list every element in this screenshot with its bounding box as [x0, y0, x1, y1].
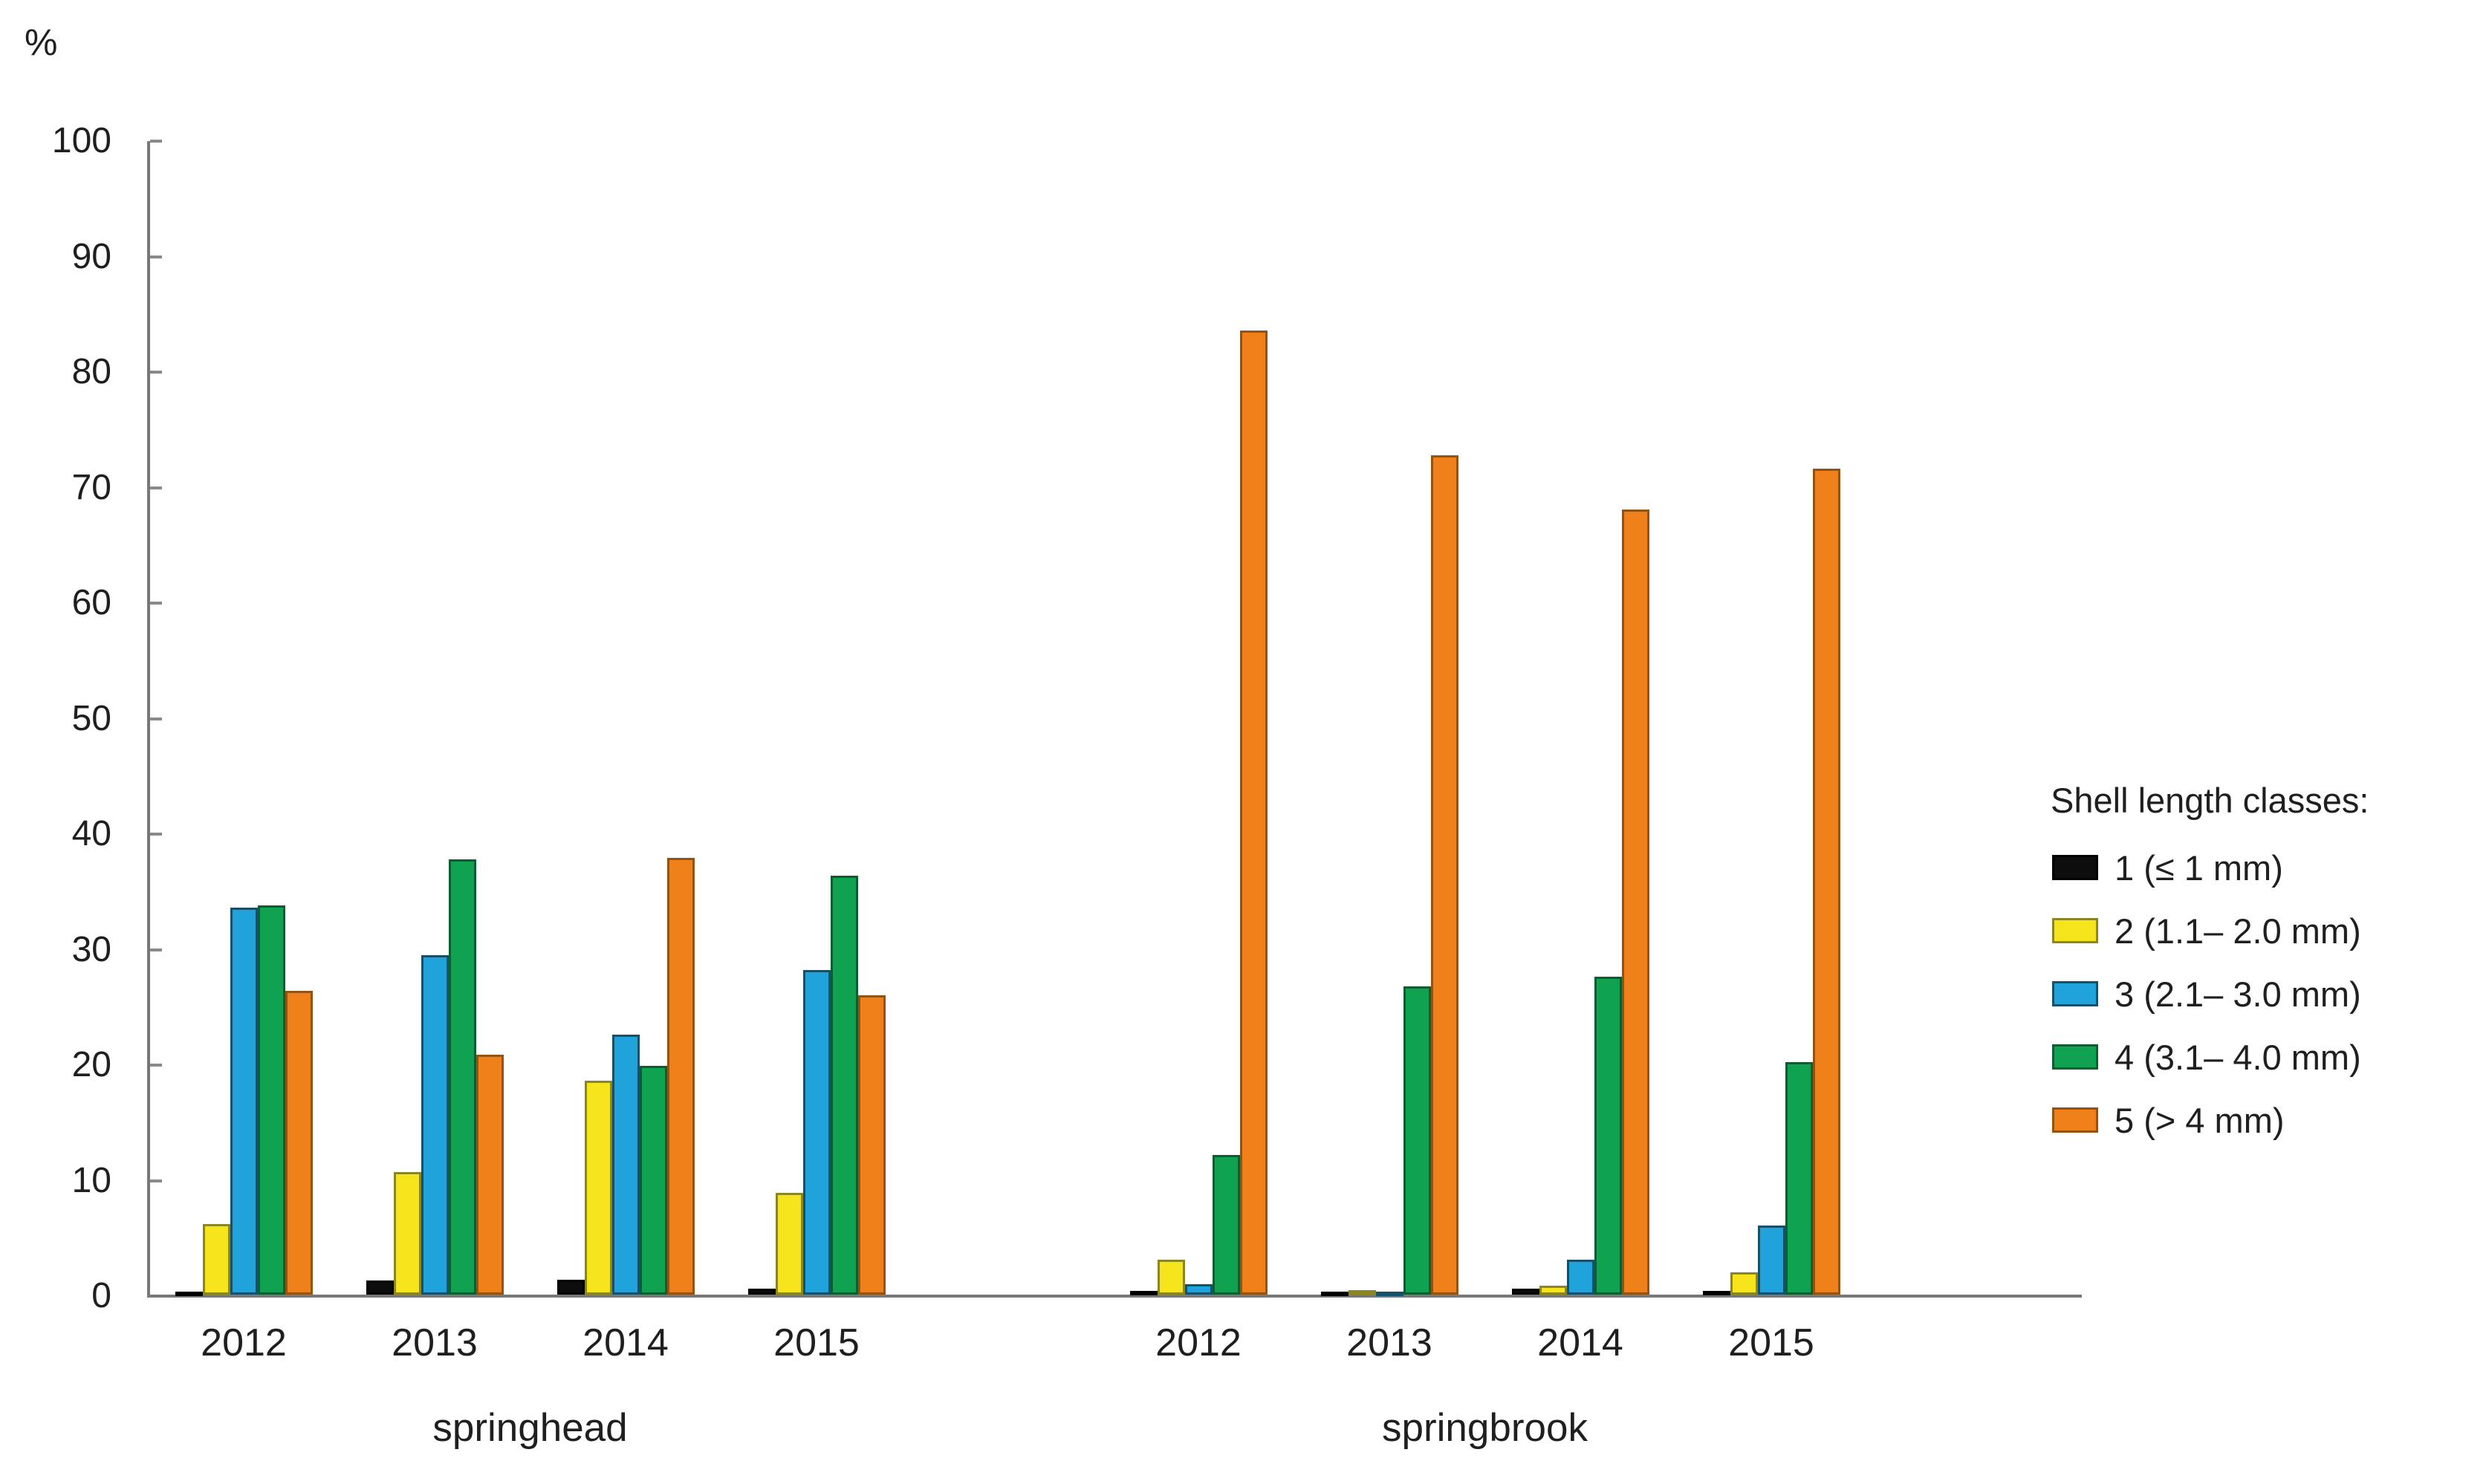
y-axis-unit-label: %	[25, 22, 58, 63]
bar-springbrook-2014-class2	[1539, 1285, 1567, 1295]
legend-label-class-2: 2 (1.1– 2.0 mm)	[2115, 911, 2361, 951]
bar-springhead-2013-class5	[476, 1054, 504, 1295]
x-year-label-springbrook-2014: 2014	[1537, 1321, 1623, 1364]
bar-springbrook-2015-class1	[1703, 1291, 1730, 1296]
y-tick-label-0: 0	[91, 1276, 111, 1315]
bar-springbrook-2013-class3	[1376, 1292, 1403, 1296]
x-year-label-springbrook-2015: 2015	[1728, 1321, 1814, 1364]
bar-springhead-2012-class2	[203, 1224, 230, 1295]
bar-springbrook-2015-class2	[1730, 1272, 1758, 1295]
bar-springhead-2014-class5	[667, 858, 695, 1295]
y-tick-label-90: 90	[71, 236, 111, 276]
bar-springbrook-2012-class2	[1158, 1260, 1185, 1295]
bar-springhead-2012-class1	[175, 1292, 203, 1296]
x-year-label-springhead-2015: 2015	[773, 1321, 860, 1364]
y-axis-line	[147, 141, 150, 1298]
legend-label-class-5: 5 (> 4 mm)	[2115, 1101, 2285, 1140]
section-label-springhead: springhead	[432, 1406, 628, 1450]
bar-springbrook-2012-class4	[1213, 1154, 1240, 1295]
bar-springbrook-2013-class2	[1349, 1289, 1376, 1295]
legend-item-class-4: 4 (3.1– 4.0 mm)	[2052, 1038, 2468, 1077]
y-tick-mark-40	[150, 833, 162, 836]
bar-springbrook-2013-class1	[1321, 1292, 1349, 1296]
x-axis-line	[147, 1295, 2082, 1298]
x-year-label-springhead-2014: 2014	[582, 1321, 669, 1364]
y-tick-label-50: 50	[71, 698, 111, 738]
legend-item-class-3: 3 (2.1– 3.0 mm)	[2052, 975, 2468, 1014]
bar-springhead-2012-class4	[258, 905, 285, 1295]
y-tick-label-80: 80	[71, 352, 111, 391]
y-tick-mark-60	[150, 602, 162, 605]
bar-springbrook-2012-class3	[1185, 1284, 1213, 1295]
legend-swatch-class-5	[2052, 1107, 2098, 1133]
y-tick-label-70: 70	[71, 467, 111, 507]
y-tick-mark-30	[150, 948, 162, 951]
bar-springbrook-2014-class5	[1622, 509, 1649, 1295]
x-year-label-springhead-2013: 2013	[392, 1321, 478, 1364]
y-tick-label-30: 30	[71, 929, 111, 969]
bar-springbrook-2015-class3	[1758, 1225, 1785, 1295]
x-year-label-springhead-2012: 2012	[201, 1321, 287, 1364]
legend-item-class-1: 1 (≤ 1 mm)	[2052, 849, 2468, 888]
bar-springhead-2013-class1	[366, 1280, 394, 1295]
y-tick-label-20: 20	[71, 1045, 111, 1084]
bar-springbrook-2015-class4	[1785, 1062, 1813, 1295]
bar-springhead-2012-class3	[230, 908, 258, 1295]
bar-springhead-2014-class1	[557, 1279, 585, 1295]
y-tick-mark-90	[150, 255, 162, 258]
bar-springhead-2015-class4	[831, 875, 858, 1295]
y-tick-label-10: 10	[71, 1160, 111, 1200]
legend-swatch-class-1	[2052, 855, 2098, 880]
y-tick-mark-70	[150, 486, 162, 489]
bar-springhead-2013-class3	[421, 954, 449, 1295]
bar-springhead-2014-class3	[612, 1035, 640, 1295]
legend-swatch-class-4	[2052, 1044, 2098, 1070]
legend-label-class-4: 4 (3.1– 4.0 mm)	[2115, 1038, 2361, 1077]
y-tick-mark-50	[150, 717, 162, 720]
y-tick-label-100: 100	[51, 121, 111, 160]
legend-title: Shell length classes:	[2051, 781, 2369, 820]
x-year-label-springbrook-2013: 2013	[1346, 1321, 1432, 1364]
bar-springhead-2015-class2	[776, 1193, 803, 1295]
legend-swatch-class-3	[2052, 981, 2098, 1006]
bar-springbrook-2014-class3	[1567, 1260, 1594, 1295]
bar-springhead-2012-class5	[285, 991, 313, 1295]
bar-springbrook-2012-class1	[1130, 1291, 1158, 1296]
legend-item-class-5: 5 (> 4 mm)	[2052, 1101, 2468, 1140]
bar-springhead-2015-class5	[858, 995, 886, 1295]
x-year-label-springbrook-2012: 2012	[1155, 1321, 1242, 1364]
bar-springhead-2013-class2	[394, 1172, 421, 1295]
bar-springbrook-2014-class1	[1512, 1289, 1539, 1295]
bar-springhead-2014-class2	[585, 1081, 612, 1295]
legend-label-class-3: 3 (2.1– 3.0 mm)	[2115, 974, 2361, 1014]
y-tick-mark-100	[150, 140, 162, 143]
y-tick-mark-20	[150, 1064, 162, 1067]
legend-item-class-2: 2 (1.1– 2.0 mm)	[2052, 912, 2468, 951]
bar-springbrook-2014-class4	[1594, 977, 1622, 1295]
section-label-springbrook: springbrook	[1382, 1406, 1588, 1450]
y-tick-mark-10	[150, 1179, 162, 1182]
bar-springbrook-2013-class5	[1431, 455, 1458, 1295]
bar-springbrook-2015-class5	[1813, 469, 1840, 1295]
legend-swatch-class-2	[2052, 918, 2098, 943]
bar-springhead-2015-class3	[803, 970, 831, 1295]
bar-springbrook-2013-class4	[1403, 986, 1431, 1295]
bar-springhead-2015-class1	[748, 1289, 776, 1295]
bar-springhead-2013-class4	[449, 859, 476, 1295]
y-tick-mark-80	[150, 371, 162, 374]
y-tick-label-60: 60	[71, 583, 111, 622]
bar-springbrook-2012-class5	[1240, 330, 1268, 1295]
legend-label-class-1: 1 (≤ 1 mm)	[2115, 848, 2283, 888]
y-tick-label-40: 40	[71, 814, 111, 853]
bar-springhead-2014-class4	[640, 1066, 667, 1295]
